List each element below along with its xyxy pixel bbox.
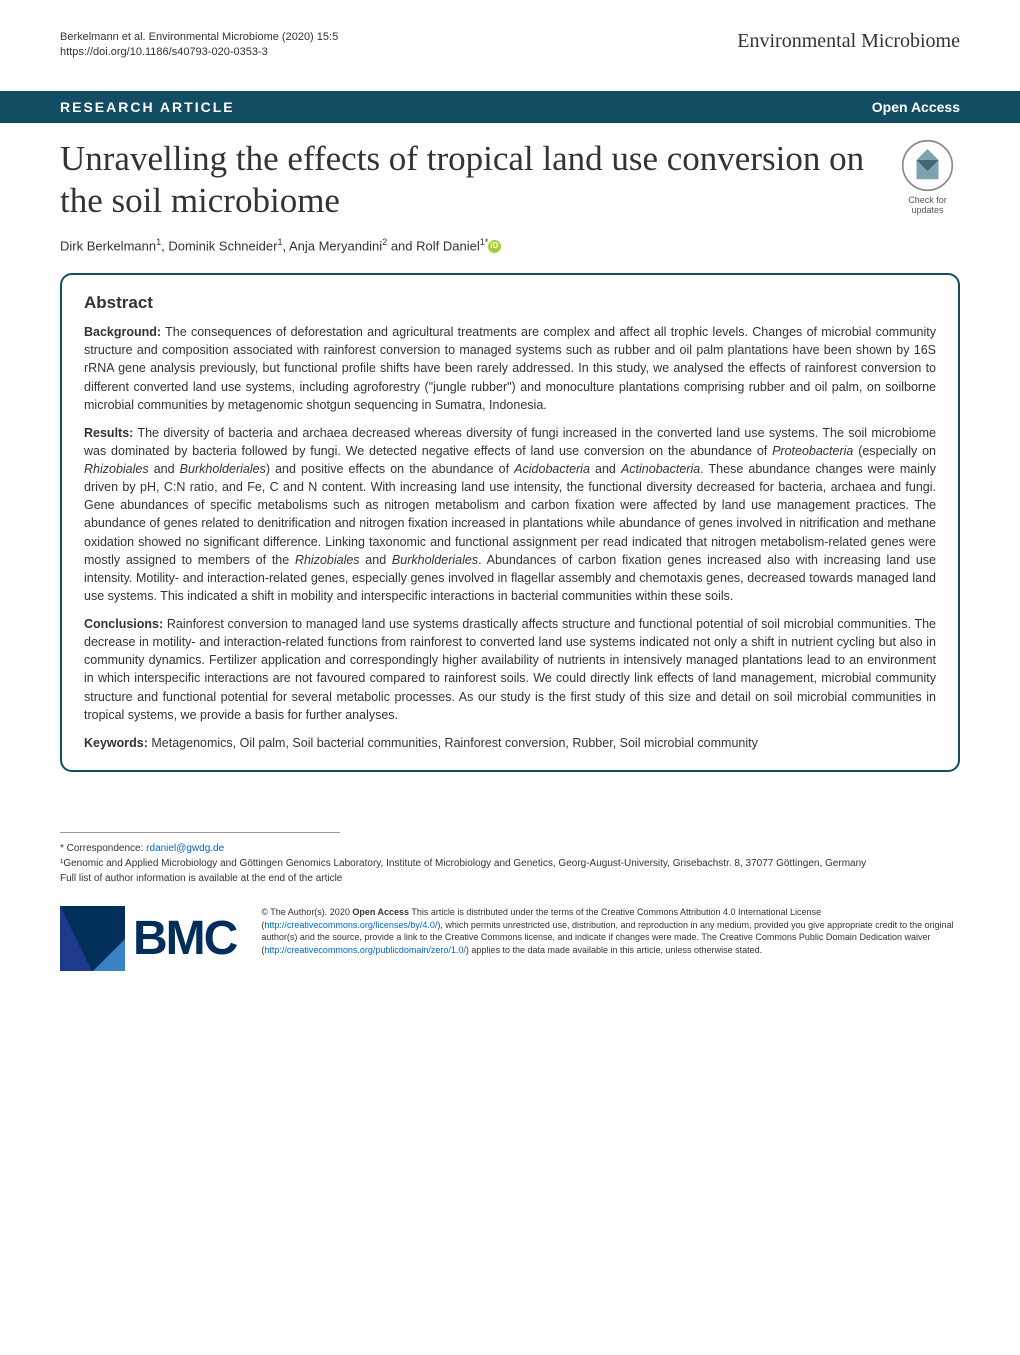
article-type-label: RESEARCH ARTICLE [60,99,235,115]
article-type-banner: RESEARCH ARTICLE Open Access [0,91,1020,123]
abstract-box: Abstract Background: The consequences of… [60,273,960,772]
authors-line: Dirk Berkelmann1, Dominik Schneider1, An… [0,222,1020,263]
bmc-logo-text: BMC [133,911,236,966]
abstract-conclusions: Conclusions: Rainforest conversion to ma… [84,615,936,724]
affiliation-text: ¹Genomic and Applied Microbiology and Gö… [60,858,866,869]
page-header: Berkelmann et al. Environmental Microbio… [0,0,1020,71]
results-label: Results: [84,426,133,440]
license-link-2[interactable]: http://creativecommons.org/publicdomain/… [264,945,466,955]
doi-line: https://doi.org/10.1186/s40793-020-0353-… [60,45,338,60]
check-updates-text: Check for updates [895,195,960,215]
background-label: Background: [84,325,161,339]
open-access-label: Open Access [872,99,960,115]
license-open-access: Open Access [352,907,409,917]
bmc-logo: BMC [60,906,236,971]
keywords-line: Keywords: Metagenomics, Oil palm, Soil b… [84,734,936,752]
citation-block: Berkelmann et al. Environmental Microbio… [60,30,338,61]
abstract-background: Background: The consequences of deforest… [84,323,936,414]
abstract-heading: Abstract [84,293,936,313]
title-row: Unravelling the effects of tropical land… [0,123,1020,222]
orcid-icon[interactable] [488,240,501,253]
journal-name: Environmental Microbiome [737,30,960,53]
abstract-results: Results: The diversity of bacteria and a… [84,424,936,605]
crossmark-icon [900,138,955,193]
background-text: The consequences of deforestation and ag… [84,325,936,412]
keywords-text: Metagenomics, Oil palm, Soil bacterial c… [148,736,758,750]
bmc-logo-icon [60,906,125,971]
license-prefix: © The Author(s). 2020 [261,907,352,917]
correspondence-label: * Correspondence: [60,843,146,854]
license-text: © The Author(s). 2020 Open Access This a… [261,906,960,956]
correspondence-email[interactable]: rdaniel@gwdg.de [146,843,224,854]
correspondence-block: * Correspondence: rdaniel@gwdg.de ¹Genom… [0,841,1020,886]
check-updates-badge[interactable]: Check for updates [895,138,960,215]
full-list-text: Full list of author information is avail… [60,873,342,884]
license-text-3: ) applies to the data made available in … [466,945,762,955]
footer-separator [60,832,340,833]
article-title: Unravelling the effects of tropical land… [60,138,875,222]
conclusions-label: Conclusions: [84,617,163,631]
conclusions-text: Rainforest conversion to managed land us… [84,617,936,722]
citation-line: Berkelmann et al. Environmental Microbio… [60,30,338,45]
results-text: The diversity of bacteria and archaea de… [84,426,936,603]
keywords-label: Keywords: [84,736,148,750]
license-link-1[interactable]: http://creativecommons.org/licenses/by/4… [264,920,437,930]
footer-row: BMC © The Author(s). 2020 Open Access Th… [0,886,1020,1001]
